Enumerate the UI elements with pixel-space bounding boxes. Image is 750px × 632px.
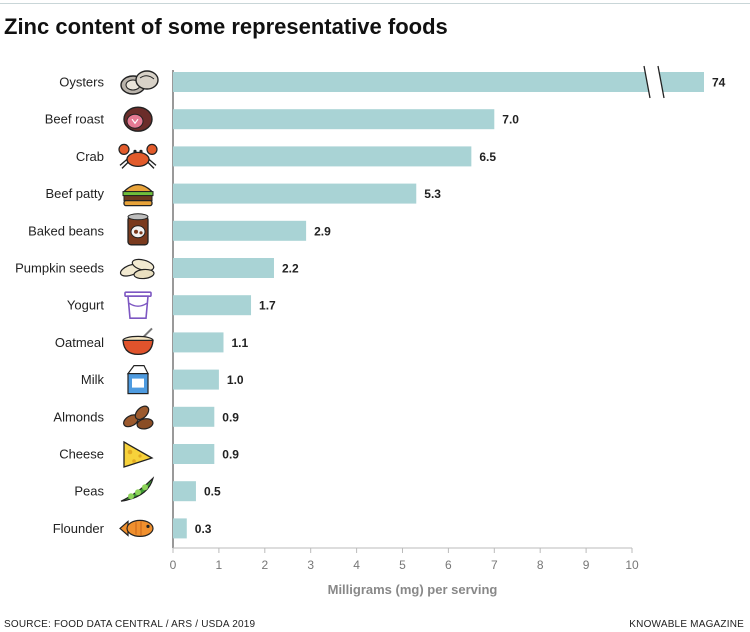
value-label: 0.3	[195, 522, 212, 536]
chart-title: Zinc content of some representative food…	[4, 14, 448, 39]
category-label: Crab	[76, 149, 104, 164]
beef-roast-icon	[123, 106, 153, 132]
value-label: 7.0	[502, 113, 519, 127]
value-label: 0.5	[204, 485, 221, 499]
value-label: 0.9	[222, 448, 239, 462]
oyster-icon	[120, 70, 159, 95]
bar	[173, 481, 196, 502]
category-label: Oysters	[59, 75, 104, 90]
axis-break-mark	[643, 65, 651, 99]
bar	[173, 332, 224, 353]
x-tick-label: 10	[625, 558, 639, 572]
category-label: Flounder	[53, 521, 105, 536]
cheese-icon	[123, 440, 154, 468]
baked-beans-can-icon	[127, 213, 149, 246]
category-label: Oatmeal	[55, 335, 104, 350]
milk-carton-icon	[126, 365, 149, 395]
almonds-icon	[123, 405, 154, 430]
x-tick-label: 2	[261, 558, 268, 572]
x-tick-label: 0	[170, 558, 177, 572]
category-label: Pumpkin seeds	[15, 261, 104, 276]
oatmeal-bowl-icon	[122, 327, 154, 356]
fish-icon	[119, 519, 154, 538]
value-label: 1.0	[227, 373, 244, 387]
bar	[173, 518, 187, 539]
category-label: Baked beans	[28, 223, 104, 238]
value-label: 5.3	[424, 187, 441, 201]
value-label: 1.1	[231, 336, 248, 350]
bar	[173, 406, 215, 427]
category-label: Beef roast	[45, 112, 105, 127]
x-tick-label: 7	[491, 558, 498, 572]
publisher-credit: KNOWABLE MAGAZINE	[629, 619, 744, 630]
value-label: 0.9	[222, 410, 239, 424]
x-tick-label: 6	[445, 558, 452, 572]
value-label: 74	[712, 76, 726, 90]
x-tick-label: 9	[583, 558, 590, 572]
bar	[173, 146, 472, 167]
crab-icon	[118, 143, 158, 169]
x-tick-label: 8	[537, 558, 544, 572]
bar	[173, 109, 495, 130]
category-label: Milk	[81, 372, 105, 387]
value-label: 2.2	[282, 262, 299, 276]
x-tick-label: 5	[399, 558, 406, 572]
category-label: Cheese	[59, 447, 104, 462]
bar	[173, 72, 704, 92]
source-note: SOURCE: FOOD DATA CENTRAL / ARS / USDA 2…	[4, 619, 256, 630]
peas-pod-icon	[120, 476, 155, 502]
x-tick-label: 3	[307, 558, 314, 572]
category-label: Almonds	[53, 409, 104, 424]
category-label: Peas	[74, 484, 104, 499]
bar	[173, 444, 215, 464]
top-rule	[0, 3, 750, 4]
x-tick-label: 4	[353, 558, 360, 572]
value-label: 1.7	[259, 299, 276, 313]
yogurt-cup-icon	[124, 291, 152, 320]
x-tick-label: 1	[216, 558, 223, 572]
bar	[173, 220, 307, 241]
category-label: Beef patty	[45, 186, 104, 201]
burger-icon	[122, 183, 154, 207]
x-axis-title: Milligrams (mg) per serving	[328, 582, 498, 597]
bar	[173, 183, 417, 204]
pumpkin-seeds-icon	[119, 258, 155, 280]
bar	[173, 295, 252, 316]
category-label: Yogurt	[67, 298, 104, 313]
axis-break-mark	[657, 65, 665, 99]
bar	[173, 258, 274, 278]
bar	[173, 369, 219, 390]
value-label: 6.5	[479, 150, 496, 164]
value-label: 2.9	[314, 224, 331, 238]
